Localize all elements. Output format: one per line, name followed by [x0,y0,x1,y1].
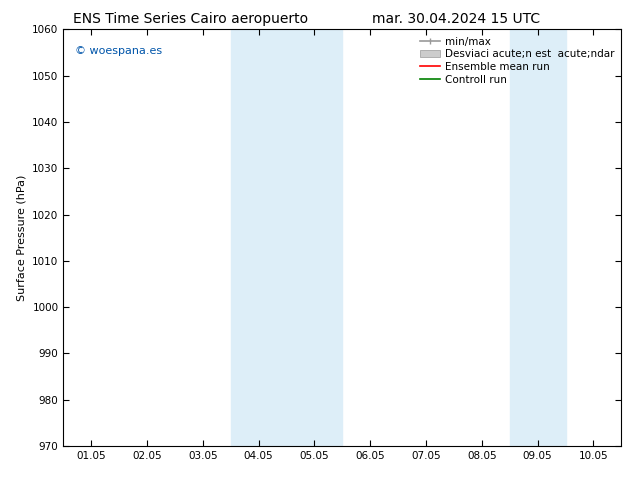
Text: © woespana.es: © woespana.es [75,46,162,56]
Legend: min/max, Desviaci acute;n est  acute;ndar, Ensemble mean run, Controll run: min/max, Desviaci acute;n est acute;ndar… [417,35,616,87]
Text: mar. 30.04.2024 15 UTC: mar. 30.04.2024 15 UTC [372,12,541,26]
Bar [231,29,287,446]
Text: ENS Time Series Cairo aeropuerto: ENS Time Series Cairo aeropuerto [73,12,307,26]
Bar [510,29,566,446]
Bar [287,29,342,446]
Y-axis label: Surface Pressure (hPa): Surface Pressure (hPa) [16,174,27,301]
